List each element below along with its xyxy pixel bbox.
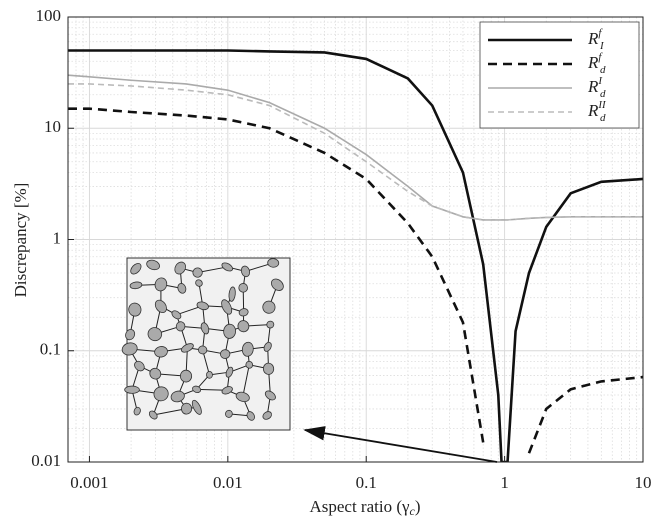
legend-label: RII d	[587, 99, 607, 124]
inset-node	[130, 263, 142, 275]
legend-superscript: f	[598, 27, 603, 39]
inset-node	[134, 360, 145, 372]
legend-label: Rf d	[587, 51, 606, 76]
legend-superscript: II	[597, 99, 607, 111]
inset-node	[147, 327, 163, 342]
inset-node	[128, 302, 142, 317]
legend-superscript: I	[597, 75, 603, 87]
inset-node	[154, 299, 167, 313]
x-tick-label: 0.1	[356, 473, 377, 492]
legend-superscript: f	[598, 51, 603, 63]
legend-label: Rf I	[587, 27, 605, 52]
inset-node	[223, 323, 237, 339]
inset-node	[175, 321, 186, 332]
inset-node	[154, 277, 168, 292]
inset-node	[264, 390, 276, 401]
y-tick-label: 100	[36, 6, 62, 25]
inset-node	[235, 391, 250, 403]
y-axis-label: Discrepancy [%]	[11, 183, 30, 298]
inset-node	[221, 299, 233, 315]
inset-node	[241, 341, 254, 357]
inset-node	[238, 308, 249, 317]
inset-node	[146, 259, 160, 271]
inset-node	[121, 342, 138, 356]
x-label-close: )	[415, 497, 421, 516]
inset-node	[225, 409, 233, 418]
inset-node	[270, 278, 284, 291]
x-tick-label: 1	[500, 473, 509, 492]
inset-node	[206, 370, 213, 379]
y-tick-label: 10	[44, 117, 61, 136]
inset-edge	[153, 408, 187, 416]
inset-node	[180, 343, 194, 353]
inset-node	[124, 385, 140, 394]
inset-node	[245, 360, 254, 369]
inset-node	[191, 399, 202, 415]
inset-node	[225, 366, 234, 378]
inset-node	[219, 349, 231, 359]
x-tick-label: 0.01	[213, 473, 243, 492]
y-tick-label: 0.01	[31, 451, 61, 470]
inset-node	[192, 267, 203, 278]
legend-subscript: d	[600, 64, 606, 76]
inset-node	[198, 345, 208, 355]
plot-lines	[68, 49, 643, 462]
inset-node	[153, 386, 169, 402]
inset-node	[237, 320, 250, 333]
inset-frame	[126, 257, 291, 431]
inset-node	[228, 286, 236, 302]
legend-label: RI d	[587, 75, 606, 100]
legend-name: R	[587, 77, 599, 96]
x-label-sub: c	[410, 504, 416, 518]
inset-node	[200, 322, 210, 335]
legend-name: R	[587, 29, 599, 48]
x-tick-label: 10	[635, 473, 652, 492]
inset-node	[195, 279, 203, 287]
inset-node	[174, 261, 186, 275]
inset-node	[221, 386, 233, 395]
inset-node	[221, 262, 234, 272]
series-line	[68, 49, 643, 462]
inset-edge	[242, 364, 250, 397]
inset-node	[262, 362, 275, 375]
y-tick-label: 1	[53, 228, 62, 247]
legend-subscript: d	[600, 88, 606, 100]
x-axis-label: Aspect ratio (γc)	[309, 497, 420, 518]
inset-node	[266, 320, 275, 329]
inset-node	[170, 390, 185, 403]
inset-node	[125, 329, 136, 341]
inset-node	[149, 367, 162, 380]
inset-node	[263, 341, 272, 352]
inset-node	[148, 410, 158, 420]
inset-node	[192, 385, 202, 393]
series-line	[68, 83, 643, 221]
inset-node	[179, 369, 193, 383]
inset-node	[262, 411, 272, 420]
inset-node	[133, 406, 141, 416]
legend-name: R	[587, 53, 599, 72]
inset-node	[238, 283, 248, 293]
inset-node	[262, 300, 276, 314]
inset-node	[171, 310, 182, 320]
x-label-text: Aspect ratio (γ	[309, 497, 410, 516]
inset-node	[240, 265, 251, 278]
inset-arrow	[303, 426, 498, 463]
network-inset	[121, 257, 291, 431]
inset-node	[177, 283, 187, 294]
legend-subscript: d	[600, 112, 606, 124]
x-tick-label: 0.001	[70, 473, 108, 492]
inset-node	[246, 411, 255, 421]
series-line	[68, 107, 643, 454]
legend-name: R	[587, 101, 599, 120]
legend-subscript: I	[599, 40, 605, 52]
y-tick-label: 0.1	[40, 340, 61, 359]
inset-node	[154, 346, 168, 358]
inset-node	[267, 258, 280, 268]
inset-node	[181, 402, 193, 415]
inset-node	[129, 281, 143, 290]
inset-node	[196, 301, 209, 311]
